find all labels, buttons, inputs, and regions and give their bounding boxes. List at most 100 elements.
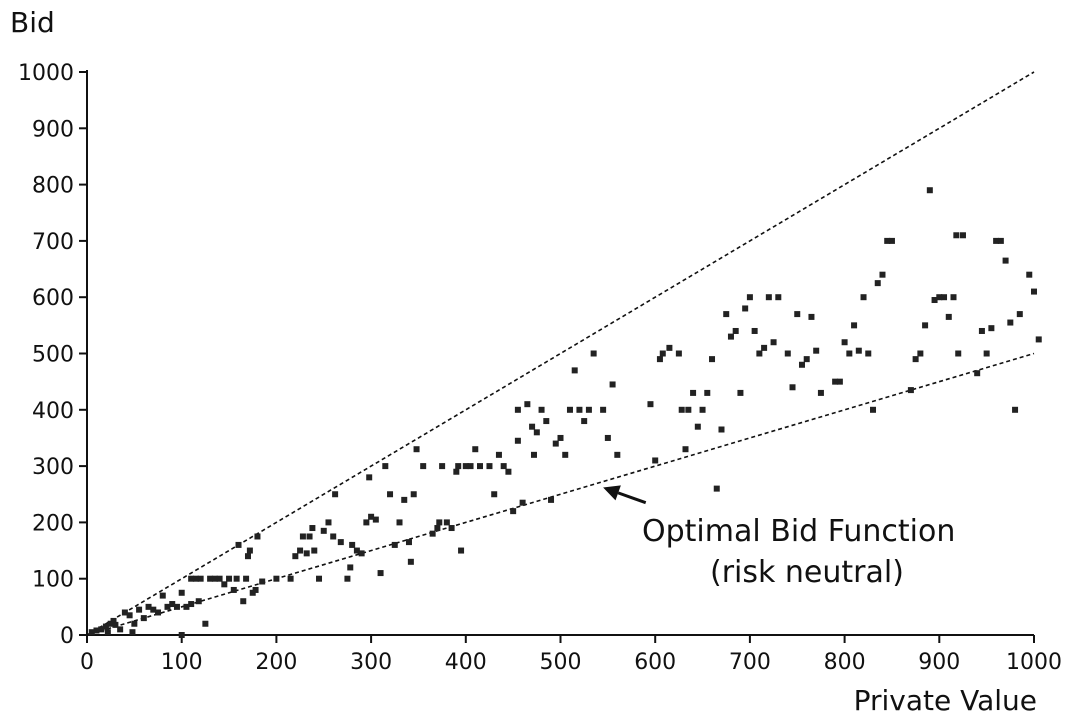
data-point: [514, 406, 521, 413]
data-point: [349, 541, 356, 548]
data-point: [164, 603, 171, 610]
data-point: [713, 485, 720, 492]
y-tick-label: 100: [32, 568, 74, 593]
data-point: [410, 491, 417, 498]
data-point: [699, 406, 706, 413]
data-point: [789, 384, 796, 391]
data-point: [102, 623, 109, 630]
data-point: [566, 406, 573, 413]
data-point: [832, 378, 839, 385]
data-point: [922, 322, 929, 329]
data-point: [173, 603, 180, 610]
data-point: [870, 406, 877, 413]
data-point: [93, 627, 100, 634]
data-point: [931, 297, 938, 304]
data-point: [543, 418, 550, 425]
data-point: [145, 603, 152, 610]
data-point: [202, 620, 209, 627]
data-point: [690, 389, 697, 396]
data-point: [178, 632, 185, 638]
data-point: [590, 350, 597, 357]
data-point: [604, 434, 611, 441]
data-point: [88, 629, 95, 636]
data-point: [104, 629, 111, 636]
data-point: [211, 575, 218, 582]
data-point: [576, 406, 583, 413]
data-point: [955, 350, 962, 357]
data-point: [659, 350, 666, 357]
data-point: [112, 621, 119, 628]
data-point: [413, 446, 420, 453]
data-point: [817, 389, 824, 396]
data-point: [798, 361, 805, 368]
x-tick-label: 100: [161, 650, 203, 675]
data-point: [723, 311, 730, 318]
data-point: [150, 606, 157, 613]
data-point: [694, 423, 701, 430]
annotation-arrow-head: [603, 485, 621, 501]
data-point: [382, 463, 389, 470]
data-point: [377, 570, 384, 577]
x-tick-label: 0: [80, 650, 94, 675]
y-tick-label: 0: [60, 624, 74, 649]
data-point: [178, 589, 185, 596]
data-point: [666, 344, 673, 351]
data-point: [846, 350, 853, 357]
data-point: [879, 271, 886, 278]
x-tick-label: 900: [918, 650, 960, 675]
data-point: [1035, 336, 1042, 343]
data-point: [309, 525, 316, 532]
data-point: [936, 294, 943, 301]
data-point: [472, 446, 479, 453]
data-point: [851, 322, 858, 329]
data-point: [732, 327, 739, 334]
data-point: [530, 451, 537, 458]
data-point: [865, 350, 872, 357]
data-point: [131, 620, 138, 627]
data-point: [243, 575, 250, 582]
data-point: [368, 513, 375, 520]
data-point: [467, 463, 474, 470]
data-point: [233, 575, 240, 582]
data-point: [675, 350, 682, 357]
data-point: [207, 575, 214, 582]
x-tick-label: 500: [540, 650, 582, 675]
data-point: [557, 434, 564, 441]
y-axis-title: Bid: [10, 6, 55, 39]
data-point: [855, 347, 862, 354]
data-point: [297, 547, 304, 554]
data-point: [552, 440, 559, 447]
data-point: [652, 457, 659, 464]
data-point: [978, 327, 985, 334]
data-point: [874, 280, 881, 287]
x-tick-label: 1000: [1006, 650, 1062, 675]
data-point: [600, 406, 607, 413]
data-point: [917, 350, 924, 357]
data-point: [907, 387, 914, 394]
data-point: [306, 533, 313, 540]
data-point: [169, 601, 176, 608]
data-point: [682, 446, 689, 453]
data-point: [387, 491, 394, 498]
x-ticks: 0 100 200 300 400 500 600 700 800 900 1000: [80, 635, 1062, 675]
data-point: [841, 339, 848, 346]
data-point: [974, 370, 981, 377]
data-point: [727, 333, 734, 340]
data-point: [912, 356, 919, 363]
data-point: [140, 615, 147, 622]
y-tick-label: 800: [32, 174, 74, 199]
data-point: [614, 451, 621, 458]
data-point: [581, 418, 588, 425]
data-point: [1016, 311, 1023, 318]
data-point: [311, 547, 318, 554]
data-point: [337, 539, 344, 546]
annotation: Optimal Bid Function (risk neutral): [603, 485, 955, 590]
data-point: [126, 612, 133, 619]
x-tick-label: 600: [634, 650, 676, 675]
data-point: [303, 550, 310, 557]
reference-line-2: [86, 352, 1035, 636]
data-points: [88, 187, 1042, 638]
data-point: [429, 530, 436, 537]
y-ticks: 0 100 200 300 400 500 600 700 800 900 1000: [18, 61, 87, 649]
